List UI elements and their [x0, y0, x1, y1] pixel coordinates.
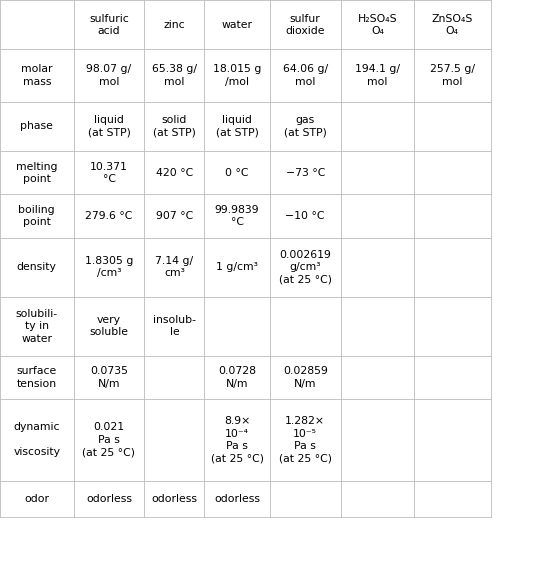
- Text: sulfur
dioxide: sulfur dioxide: [286, 13, 325, 36]
- Text: 0.02859
N/m: 0.02859 N/m: [283, 366, 328, 388]
- Text: molar
mass: molar mass: [21, 65, 52, 87]
- Text: −73 °C: −73 °C: [286, 168, 325, 178]
- Text: 1.282×
10⁻⁵
Pa s
(at 25 °C): 1.282× 10⁻⁵ Pa s (at 25 °C): [278, 416, 332, 463]
- Text: 194.1 g/
mol: 194.1 g/ mol: [355, 65, 400, 87]
- Text: sulfuric
acid: sulfuric acid: [89, 13, 129, 36]
- Text: insolub-
le: insolub- le: [153, 315, 196, 337]
- Text: surface
tension: surface tension: [17, 366, 57, 388]
- Text: 18.015 g
/mol: 18.015 g /mol: [213, 65, 261, 87]
- Text: odorless: odorless: [152, 494, 197, 504]
- Text: odorless: odorless: [214, 494, 260, 504]
- Text: 64.06 g/
mol: 64.06 g/ mol: [283, 65, 328, 87]
- Text: 420 °C: 420 °C: [156, 168, 193, 178]
- Text: −10 °C: −10 °C: [286, 211, 325, 221]
- Text: zinc: zinc: [164, 20, 185, 30]
- Text: liquid
(at STP): liquid (at STP): [216, 115, 258, 138]
- Text: 0 °C: 0 °C: [225, 168, 249, 178]
- Text: 0.002619
g/cm³
(at 25 °C): 0.002619 g/cm³ (at 25 °C): [278, 250, 332, 284]
- Text: melting
point: melting point: [16, 162, 58, 184]
- Text: odorless: odorless: [86, 494, 132, 504]
- Text: very
soluble: very soluble: [89, 315, 129, 337]
- Text: 8.9×
10⁻⁴
Pa s
(at 25 °C): 8.9× 10⁻⁴ Pa s (at 25 °C): [210, 416, 264, 463]
- Text: 98.07 g/
mol: 98.07 g/ mol: [87, 65, 131, 87]
- Text: boiling
point: boiling point: [19, 205, 55, 227]
- Text: 0.0728
N/m: 0.0728 N/m: [218, 366, 256, 388]
- Text: 65.38 g/
mol: 65.38 g/ mol: [152, 65, 197, 87]
- Text: 0.021
Pa s
(at 25 °C): 0.021 Pa s (at 25 °C): [82, 423, 136, 457]
- Text: 99.9839
°C: 99.9839 °C: [215, 205, 259, 227]
- Text: 907 °C: 907 °C: [156, 211, 193, 221]
- Text: 1.8305 g
/cm³: 1.8305 g /cm³: [85, 256, 133, 278]
- Text: liquid
(at STP): liquid (at STP): [88, 115, 130, 138]
- Text: 0.0735
N/m: 0.0735 N/m: [90, 366, 128, 388]
- Text: ZnSO₄S
O₄: ZnSO₄S O₄: [432, 13, 473, 36]
- Text: 7.14 g/
cm³: 7.14 g/ cm³: [155, 256, 193, 278]
- Text: odor: odor: [25, 494, 49, 504]
- Text: H₂SO₄S
O₄: H₂SO₄S O₄: [358, 13, 397, 36]
- Text: density: density: [17, 262, 57, 272]
- Text: 257.5 g/
mol: 257.5 g/ mol: [430, 65, 475, 87]
- Text: phase: phase: [20, 121, 53, 132]
- Text: 279.6 °C: 279.6 °C: [86, 211, 132, 221]
- Text: water: water: [222, 20, 252, 30]
- Text: dynamic

viscosity: dynamic viscosity: [13, 423, 60, 457]
- Text: gas
(at STP): gas (at STP): [284, 115, 326, 138]
- Text: solubili-
ty in
water: solubili- ty in water: [16, 309, 58, 343]
- Text: solid
(at STP): solid (at STP): [153, 115, 196, 138]
- Text: 1 g/cm³: 1 g/cm³: [216, 262, 258, 272]
- Text: 10.371
°C: 10.371 °C: [90, 162, 128, 184]
